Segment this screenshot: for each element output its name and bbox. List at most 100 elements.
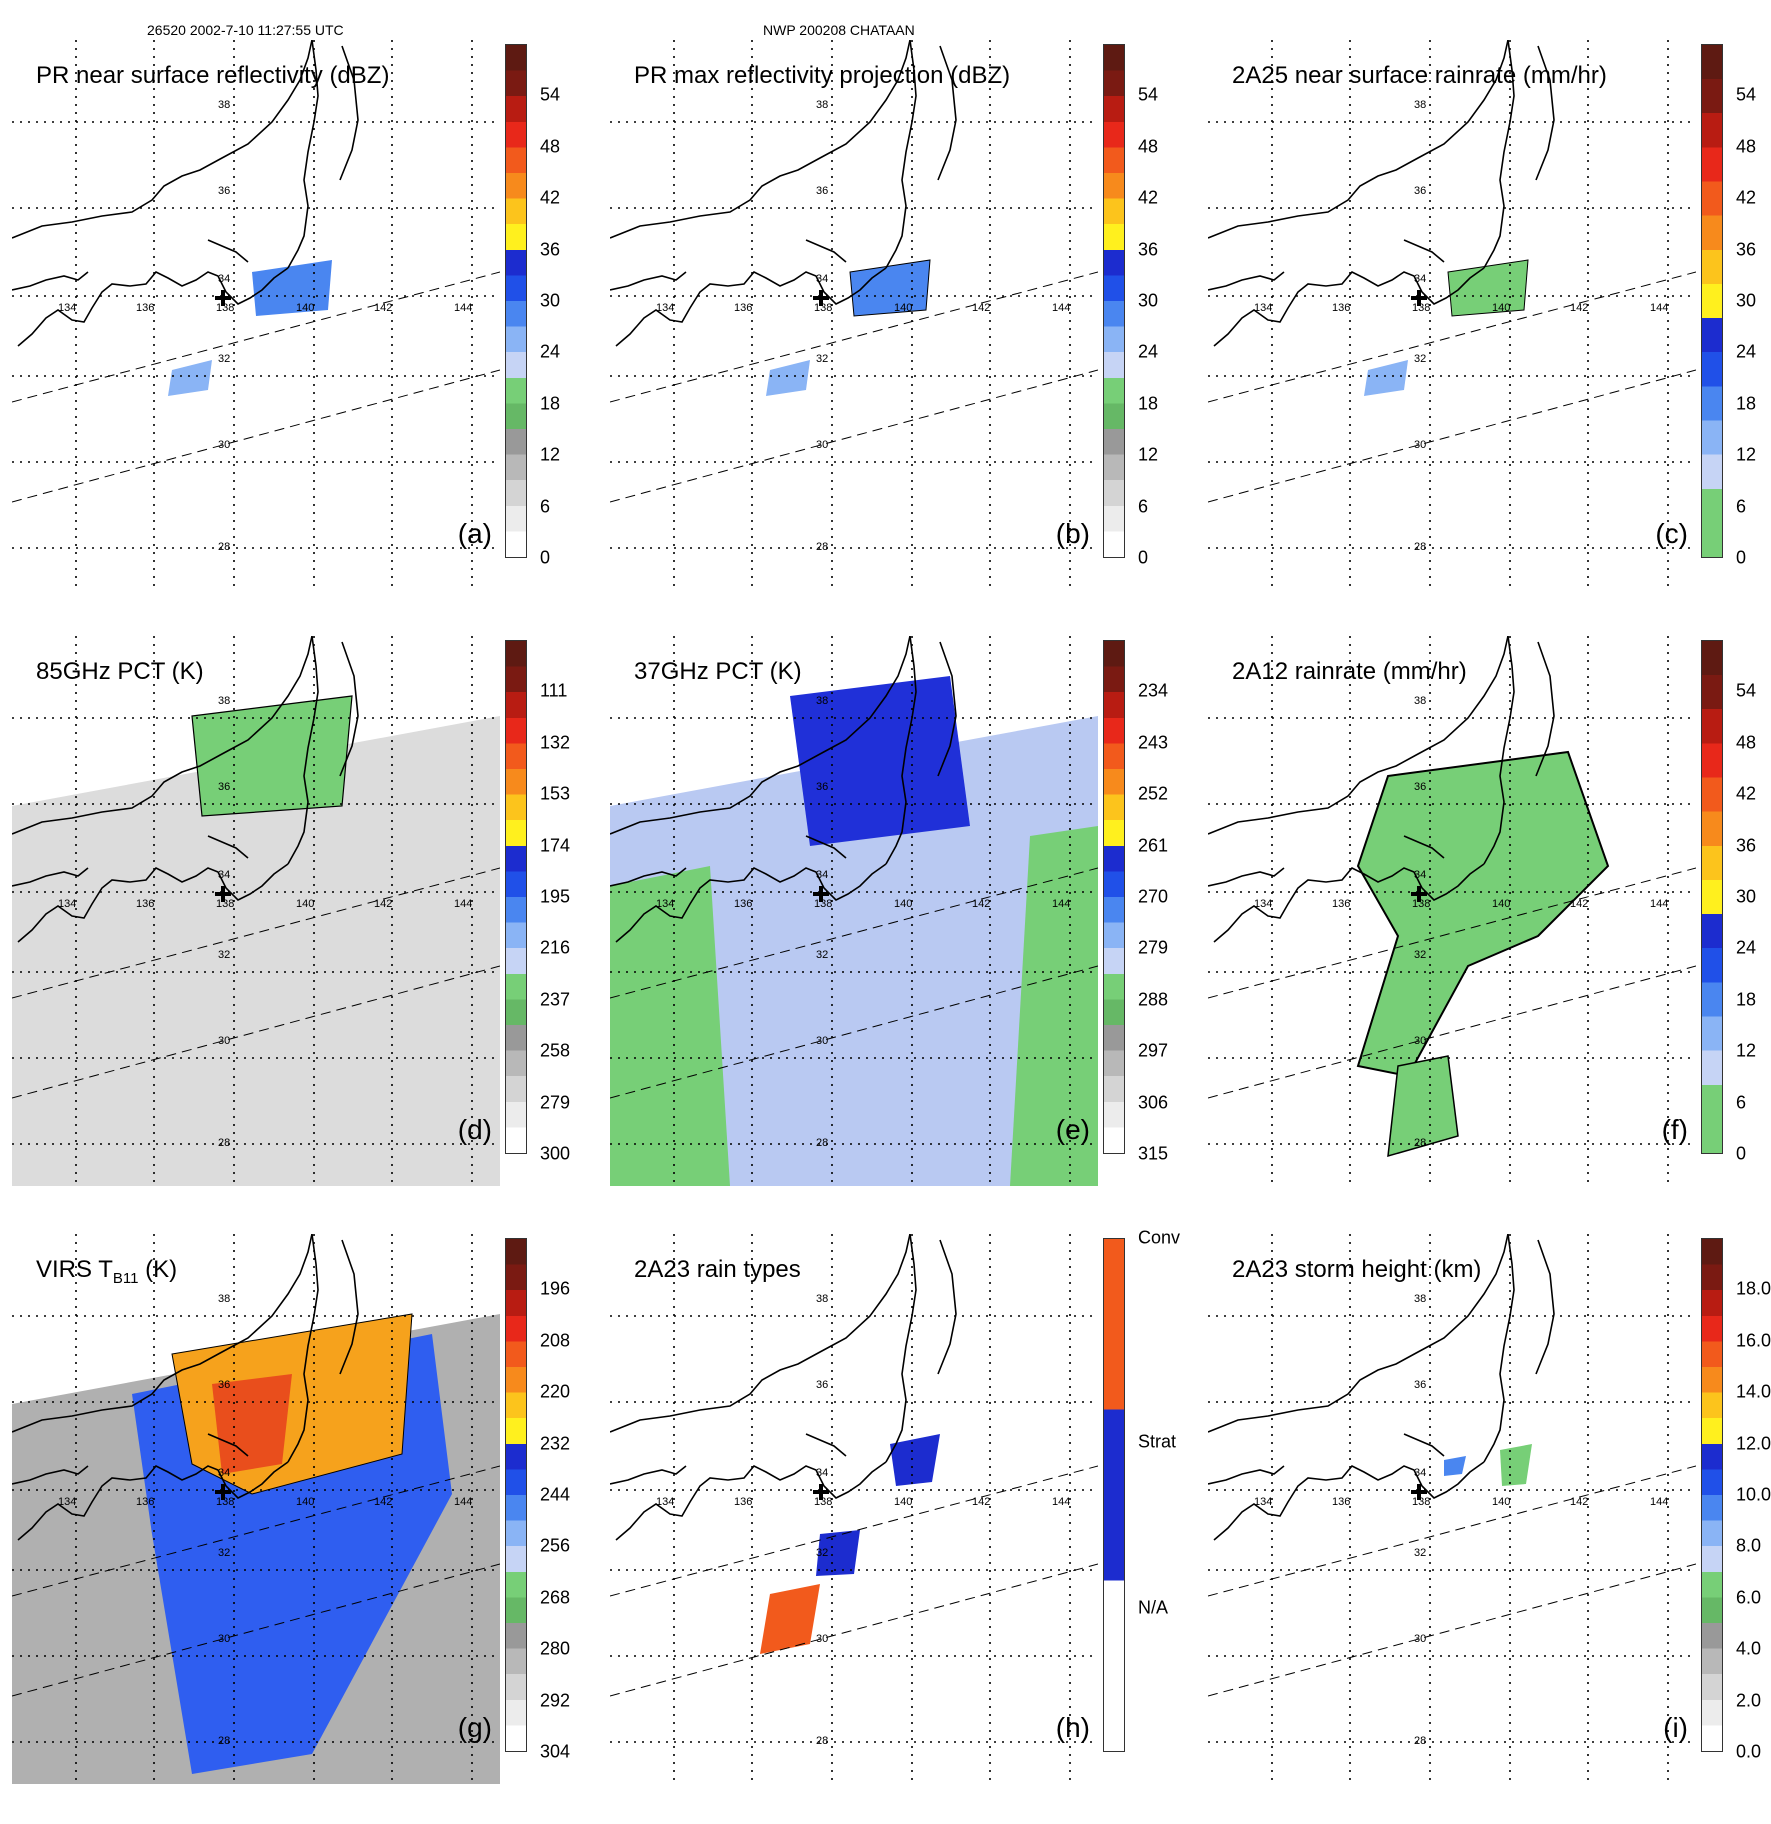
panel-i: 134 136 138 140 142 144 38 36 34 32 30 28 2A23 storm… (1208, 1234, 1771, 1824)
lon-label: 138 (1412, 302, 1430, 314)
lat-label: 28 (218, 1137, 230, 1149)
colorbar-tick-label: 8.0 (1736, 1535, 1762, 1556)
panel-h: 134 136 138 140 142 144 38 36 34 32 30 28 2A23 rain … (610, 1228, 1190, 1824)
map-e: 134 136 138 140 142 144 38 36 34 32 30 28 (610, 636, 1098, 1186)
map-h: 134 136 138 140 142 144 38 36 34 32 30 28 (610, 1234, 1098, 1784)
lat-label: 30 (816, 439, 828, 451)
panel-label: (g) (457, 1712, 492, 1743)
lon-label: 136 (1332, 302, 1350, 314)
lat-lon-grid (610, 1234, 1098, 1784)
lon-label: 140 (296, 898, 314, 910)
lon-label: 138 (216, 898, 234, 910)
colorbar-tick-label: 10.0 (1736, 1484, 1771, 1505)
data-swath (1364, 259, 1529, 396)
colorbar-tick-label: 0 (1736, 547, 1747, 568)
colorbar-tick-label: 24 (1736, 937, 1757, 958)
colorbar-tick-label: 256 (540, 1535, 571, 1556)
map-a: 134 136 138 140 142 144 38 36 34 32 30 28 (12, 40, 500, 590)
colorbar-tick-label: 237 (540, 989, 571, 1010)
lat-label: 32 (1414, 949, 1426, 961)
colorbar-tick-label: 36 (1736, 835, 1757, 856)
map-b: 134 136 138 140 142 144 38 36 34 32 30 28 (610, 40, 1098, 590)
colorbar-tick-label: 24 (1736, 341, 1757, 362)
colorbar-tick-label: 42 (1736, 783, 1757, 804)
lat-label: 38 (1414, 99, 1426, 111)
lon-label: 142 (374, 1496, 392, 1508)
lon-label: 138 (1412, 898, 1430, 910)
colorbar-tick-label: 216 (540, 937, 571, 958)
colorbar-tick-label: 30 (1736, 886, 1757, 907)
lat-lon-grid (610, 636, 1098, 1186)
panel-e: 134 136 138 140 142 144 38 36 34 32 30 28 37GHz PCT … (610, 636, 1190, 1226)
colorbar-tick-label: 12 (1736, 444, 1757, 465)
colorbar-tick-label: 208 (540, 1330, 571, 1351)
colorbar-tick-label: 12 (1138, 444, 1159, 465)
lat-label: 38 (1414, 695, 1426, 707)
pr-swath-edges (1208, 271, 1696, 503)
lat-label: 30 (1414, 1035, 1426, 1047)
lat-label: 30 (1414, 439, 1426, 451)
lon-label: 136 (1332, 898, 1350, 910)
colorbar-tick-label: 6 (1138, 496, 1149, 517)
lat-label: 28 (218, 1735, 230, 1747)
colorbar-tick-label: 6.0 (1736, 1587, 1762, 1608)
panel-f: 134 136 138 140 142 144 38 36 34 32 30 28 2A12 rainr… (1208, 636, 1771, 1226)
panel-title: 2A23 rain types (634, 1256, 801, 1283)
colorbar-tick-label: 12.0 (1736, 1433, 1771, 1454)
colorbar-tick-label: 0 (1138, 547, 1149, 568)
lon-label: 138 (216, 1496, 234, 1508)
colorbar-tick-label: N/A (1138, 1597, 1169, 1618)
lat-label: 36 (1414, 185, 1426, 197)
lon-label: 144 (1052, 898, 1070, 910)
pr-swath-edges (610, 1465, 1098, 1697)
lat-label: 34 (1414, 869, 1426, 881)
pr-swath-edges (1208, 1465, 1696, 1697)
colorbar-tick-label: 288 (1138, 989, 1169, 1010)
lon-label: 140 (296, 1496, 314, 1508)
colorbar-tick-label: 24 (540, 341, 561, 362)
lat-label: 38 (816, 1293, 828, 1305)
panel-g: 134 136 138 140 142 144 38 36 34 32 30 28 VIRS TB11 … (12, 1234, 592, 1824)
lat-label: 32 (218, 949, 230, 961)
map-canvas: 134 136 138 140 142 144 38 36 34 32 30 28 (1208, 636, 1696, 1186)
colorbar-tick-label: 234 (1138, 680, 1169, 701)
coastline (610, 636, 957, 943)
lon-label: 144 (454, 302, 472, 314)
colorbar-tick-label: 2.0 (1736, 1690, 1762, 1711)
title-subscript: B11 (112, 1269, 139, 1287)
lon-label: 138 (814, 1496, 832, 1508)
colorbar-tick-label: 12 (540, 444, 561, 465)
colorbar-tick-label: 220 (540, 1381, 571, 1402)
data-swath (12, 1313, 500, 1784)
colorbar-tick-label: 54 (1736, 680, 1757, 701)
colorbar-tick-label: 300 (540, 1143, 571, 1164)
lon-label: 140 (296, 302, 314, 314)
storm-center-marker (813, 886, 829, 902)
panel-label: (e) (1055, 1114, 1090, 1145)
lat-label: 28 (816, 1735, 828, 1747)
lon-label: 144 (1052, 1496, 1070, 1508)
map-g: 134 136 138 140 142 144 38 36 34 32 30 28 (12, 1234, 500, 1784)
colorbar-tick-label: 30 (1138, 290, 1159, 311)
lat-label: 28 (1414, 1735, 1426, 1747)
map-i: 134 136 138 140 142 144 38 36 34 32 30 28 (1208, 1234, 1696, 1784)
colorbar-tick-label: 42 (1138, 187, 1159, 208)
colorbar-tick-label: 279 (540, 1092, 571, 1113)
data-swath (610, 676, 1098, 1186)
lat-lon-grid (1208, 636, 1696, 1186)
panel-title: PR near surface reflectivity (dBZ) (36, 62, 390, 89)
colorbar-tick-label: 195 (540, 886, 571, 907)
lon-label: 136 (136, 898, 154, 910)
colorbar-tick-label: 315 (1138, 1143, 1169, 1164)
colorbar-tick-label: 132 (540, 732, 571, 753)
coastline (610, 1234, 957, 1541)
lat-label: 30 (1414, 1633, 1426, 1645)
lat-label: 32 (218, 353, 230, 365)
map-canvas: 134 136 138 140 142 144 38 36 34 32 30 28 (610, 636, 1098, 1186)
colorbar-tick-label: 244 (540, 1484, 571, 1505)
lat-label: 34 (218, 869, 230, 881)
colorbar-tick-label: 36 (1736, 239, 1757, 260)
storm-center-marker (813, 1484, 829, 1500)
lat-label: 36 (816, 781, 828, 793)
colorbar-tick-label: 54 (540, 84, 561, 105)
